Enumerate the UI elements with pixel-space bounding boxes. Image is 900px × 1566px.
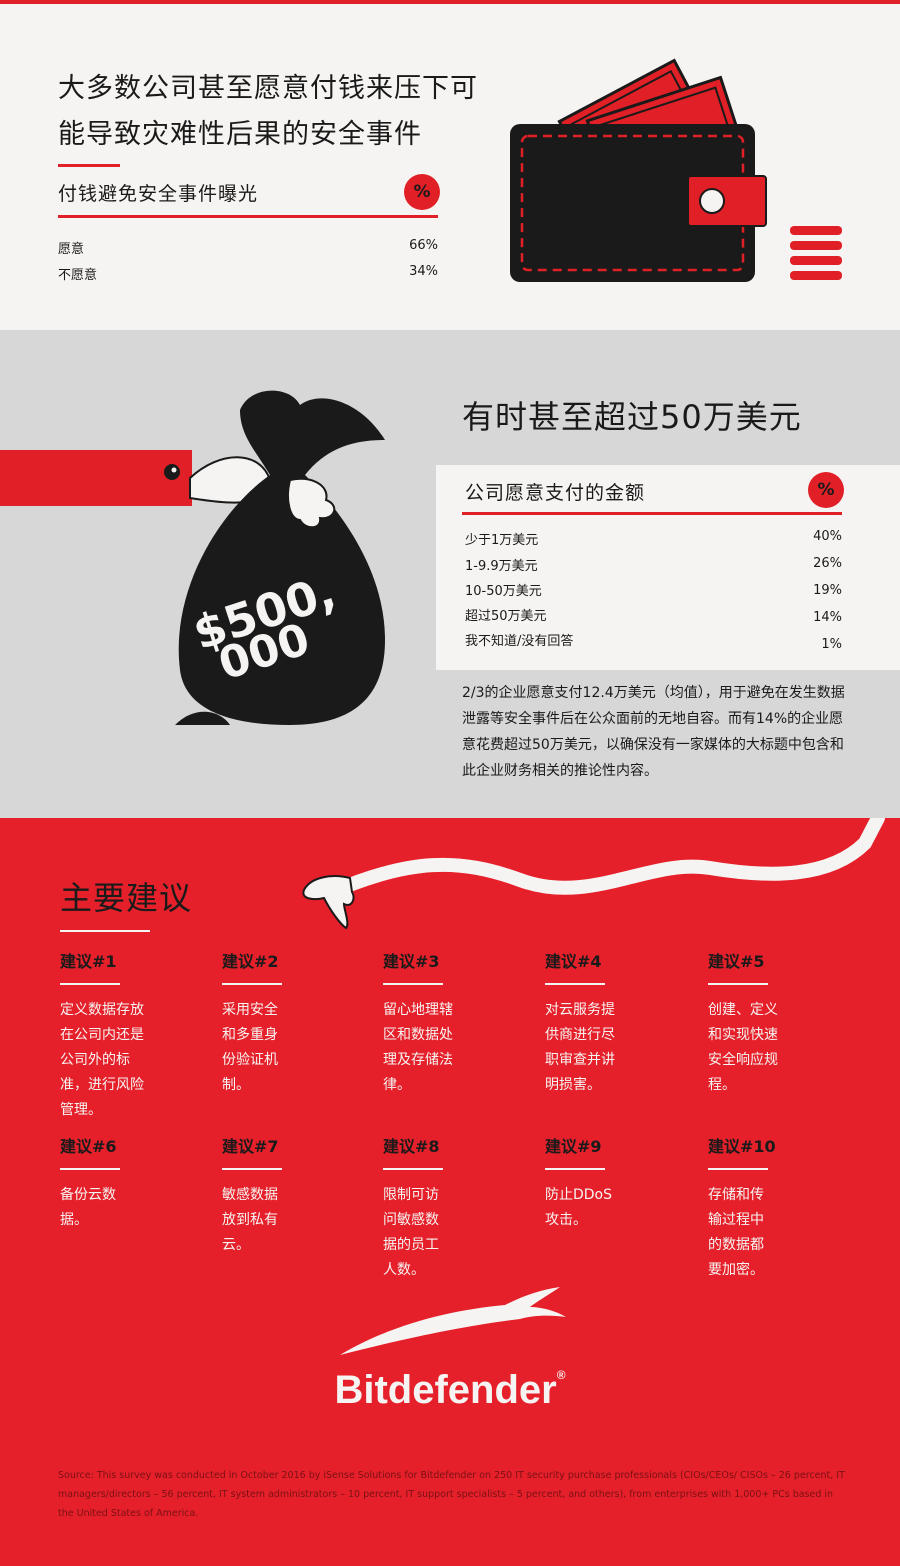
rec-title-5: 建议#5 <box>708 952 765 971</box>
row-label: 愿意 <box>58 242 85 257</box>
rec-text-9: 防止DDoS攻击。 <box>545 1187 613 1228</box>
rec-text-4: 对云服务提供商进行尽职审查并讲明损害。 <box>545 1002 615 1093</box>
section-pay-to-hide: 大多数公司甚至愿意付钱来压下可能导致灾难性后果的安全事件 付钱避免安全事件曝光 … <box>0 0 900 330</box>
rec-rule <box>222 1168 282 1170</box>
rec-rule <box>545 1168 605 1170</box>
rec-rule <box>383 1168 443 1170</box>
row-value: 40% <box>813 529 842 544</box>
percent-badge: % <box>404 174 440 210</box>
registered-mark: ® <box>556 1368 566 1382</box>
rec-text-7: 敏感数据放到私有云。 <box>222 1187 278 1253</box>
row-value: 26% <box>813 556 842 571</box>
section3-title: 主要建议 <box>60 879 193 917</box>
section-recommendations: 主要建议 <box>0 818 900 1566</box>
percent-badge: % <box>808 472 844 508</box>
section2-title: 有时甚至超过50万美元 <box>462 398 802 436</box>
row-value: 1% <box>821 637 842 652</box>
rec-title-1: 建议#1 <box>60 952 117 971</box>
rec-rule <box>383 983 443 985</box>
rec-rule <box>545 983 605 985</box>
bitdefender-wolf-logo <box>340 1287 566 1355</box>
title-underline <box>58 164 120 167</box>
source-note: Source: This survey was conducted in Oct… <box>58 1470 845 1519</box>
brand-name-text: Bitdefender <box>334 1368 557 1412</box>
rec-title-10: 建议#10 <box>708 1137 776 1156</box>
rec-title-4: 建议#4 <box>545 952 602 971</box>
row-value: 14% <box>813 610 842 625</box>
rec-text-5: 创建、定义和实现快速安全响应规程。 <box>708 1002 778 1093</box>
section2-paragraph: 2/3的企业愿意支付12.4万美元（均值），用于避免在发生数据泄露等安全事件后在… <box>462 685 845 779</box>
rec-title-6: 建议#6 <box>60 1137 117 1156</box>
rec-title-7: 建议#7 <box>222 1137 279 1156</box>
section1-title: 大多数公司甚至愿意付钱来压下可能导致灾难性后果的安全事件 <box>58 73 478 150</box>
title-underline <box>60 930 150 932</box>
rec-rule <box>222 983 282 985</box>
subheading-rule <box>58 215 438 218</box>
rec-rule <box>708 1168 768 1170</box>
rec-title-2: 建议#2 <box>222 952 279 971</box>
rec-text-2: 采用安全和多重身份验证机制。 <box>222 1002 278 1093</box>
rec-rule <box>60 1168 120 1170</box>
row-label: 少于1万美元 <box>465 533 539 548</box>
row-label: 不愿意 <box>58 268 98 283</box>
rec-title-8: 建议#8 <box>383 1137 440 1156</box>
wallet-illustration <box>510 58 842 282</box>
brand-name: Bitdefender® <box>0 1368 900 1413</box>
money-bag-illustration: $500, 000 <box>0 390 385 725</box>
rec-text-6: 备份云数据。 <box>60 1187 116 1228</box>
row-label: 我不知道/没有回答 <box>465 634 574 649</box>
row-label: 10-50万美元 <box>465 584 542 599</box>
rec-title-9: 建议#9 <box>545 1137 602 1156</box>
row-label: 1-9.9万美元 <box>465 559 538 574</box>
row-value: 66% <box>409 238 438 253</box>
rec-text-10: 存储和传输过程中的数据都要加密。 <box>708 1187 764 1278</box>
rec-text-1: 定义数据存放在公司内还是公司外的标准，进行风险管理。 <box>60 1002 144 1118</box>
wavy-arm-illustration <box>302 818 885 930</box>
section2-subheading: 公司愿意支付的金额 <box>465 482 646 504</box>
rec-text-8: 限制可访问敏感数据的员工人数。 <box>383 1187 439 1278</box>
rec-rule <box>708 983 768 985</box>
row-value: 34% <box>409 264 438 279</box>
row-value: 19% <box>813 583 842 598</box>
rec-title-3: 建议#3 <box>383 952 440 971</box>
rec-rule <box>60 983 120 985</box>
rec-text-3: 留心地理辖区和数据处理及存储法律。 <box>383 1002 453 1093</box>
section1-subheading: 付钱避免安全事件曝光 <box>58 183 259 205</box>
row-label: 超过50万美元 <box>465 609 547 624</box>
subheading-rule <box>462 512 842 515</box>
